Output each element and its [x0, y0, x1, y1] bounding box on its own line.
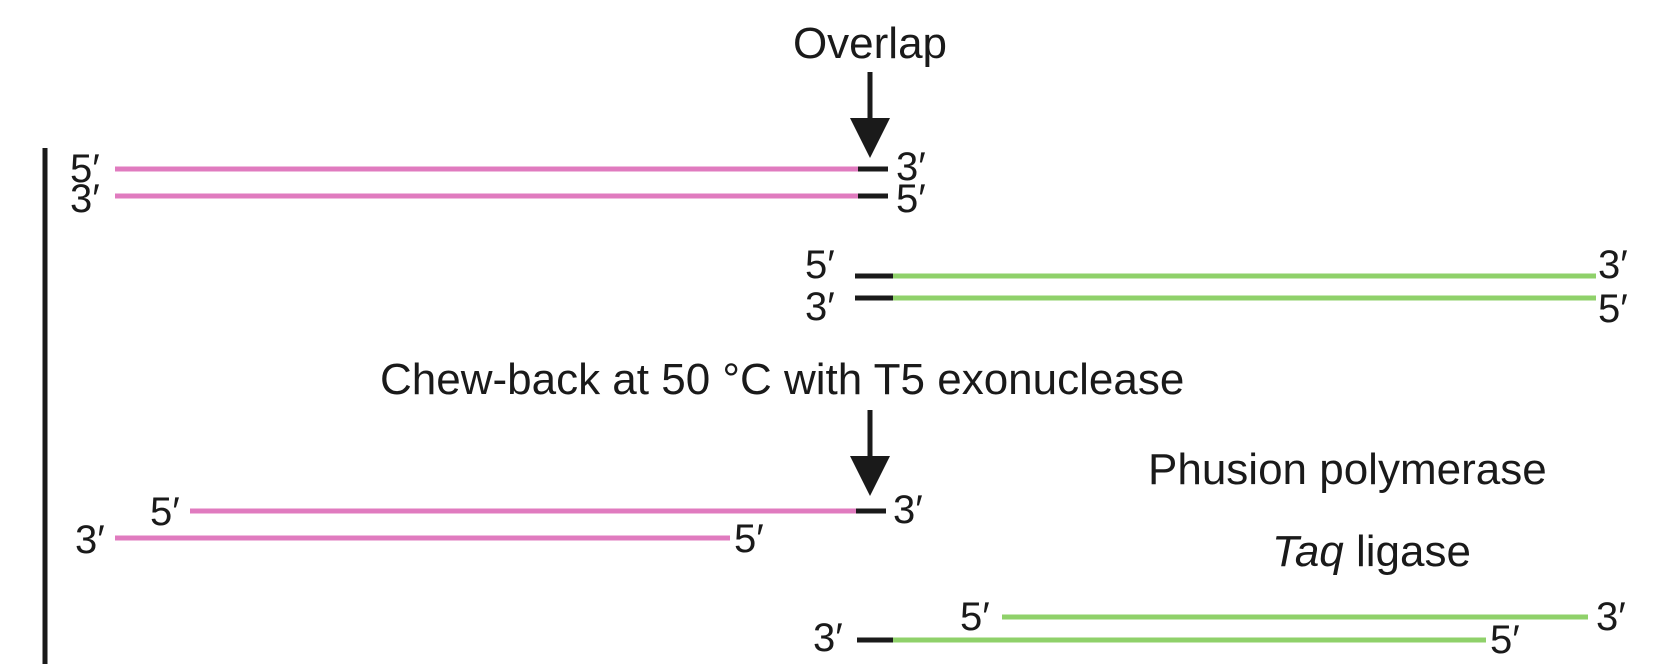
overlap-label: Overlap — [793, 19, 947, 68]
end-label-3prime: 3′ — [896, 145, 926, 189]
ligase-italic: Taq — [1272, 527, 1344, 576]
ligase-rest: ligase — [1344, 527, 1471, 576]
ligase-label: Taq ligase — [1272, 527, 1471, 576]
end-label-5prime: 5′ — [150, 490, 180, 534]
end-label-3prime: 3′ — [805, 285, 835, 329]
end-label-5prime: 5′ — [70, 147, 100, 191]
fragment-a-duplex: 5′ 3′ 3′ 5′ — [70, 145, 926, 221]
polymerase-label: Phusion polymerase — [1148, 445, 1547, 494]
end-label-3prime: 3′ — [75, 518, 105, 562]
end-label-5prime: 5′ — [805, 243, 835, 287]
end-label-5prime: 5′ — [1490, 618, 1520, 662]
down-arrow-icon — [850, 72, 890, 158]
end-label-5prime: 5′ — [960, 595, 990, 639]
fragment-a-chewed: 5′ 3′ 3′ 5′ — [75, 488, 923, 562]
end-label-3prime: 3′ — [1598, 243, 1628, 287]
end-label-3prime: 3′ — [70, 177, 100, 221]
end-label-5prime: 5′ — [1598, 287, 1628, 331]
fragment-b-chewed: 5′ 3′ 3′ 5′ — [813, 595, 1626, 662]
chewback-label: Chew-back at 50 °C with T5 exonuclease — [380, 355, 1184, 404]
fragment-b-duplex: 5′ 3′ 3′ 5′ — [805, 243, 1628, 331]
end-label-5prime: 5′ — [896, 177, 926, 221]
end-label-3prime: 3′ — [1596, 595, 1626, 639]
end-label-3prime: 3′ — [813, 616, 843, 660]
end-label-5prime: 5′ — [734, 517, 764, 561]
end-label-3prime: 3′ — [893, 488, 923, 532]
down-arrow-icon — [850, 410, 890, 496]
